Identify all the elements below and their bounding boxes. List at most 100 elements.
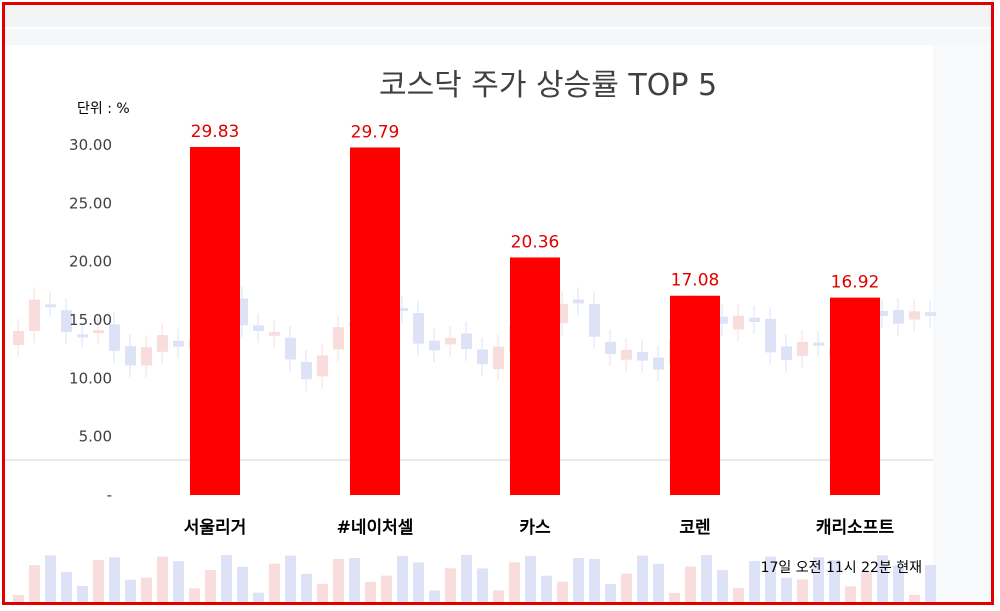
- bg-candle: [269, 332, 280, 336]
- bg-volume-bar: [45, 555, 56, 602]
- bg-volume-bar: [365, 581, 376, 602]
- bg-volume-bar: [509, 562, 520, 602]
- bg-volume-bar: [765, 556, 776, 602]
- category-label: 서울리거: [184, 518, 247, 538]
- category-label: 코렌: [679, 518, 710, 538]
- bar-value-label: 20.36: [511, 232, 560, 252]
- bg-volume-bar: [717, 570, 728, 602]
- bg-candle: [173, 340, 184, 347]
- bg-volume-bar: [893, 565, 904, 602]
- bg-volume-bar: [125, 579, 136, 602]
- bg-volume-bar: [573, 557, 584, 602]
- chart-frame: 코스닥 주가 상승률 TOP 5 단위 : % - 5.00 10.00 15.00 2…: [2, 2, 994, 605]
- bg-candle: [125, 346, 136, 366]
- bg-candle: [301, 361, 312, 380]
- timestamp-note: 17일 오전 11시 22분 현재: [761, 560, 922, 576]
- bar: [350, 147, 400, 495]
- bar: [670, 295, 720, 495]
- bg-volume-bar: [493, 590, 504, 602]
- bg-volume-bar: [877, 555, 888, 602]
- y-tick-label: -: [107, 486, 112, 504]
- y-tick-label: 30.00: [69, 136, 112, 154]
- bg-volume-bar: [701, 555, 712, 602]
- bg-candle: [413, 313, 424, 344]
- bg-candle: [733, 315, 744, 330]
- bg-volume-bar: [621, 573, 632, 602]
- bg-candle: [605, 341, 616, 355]
- bg-volume-bar: [685, 566, 696, 602]
- bg-volume-bar: [413, 562, 424, 602]
- bg-candle: [429, 340, 440, 351]
- bg-candle: [557, 303, 568, 324]
- bar-value-label: 16.92: [831, 273, 880, 293]
- bg-volume-bar: [397, 555, 408, 602]
- bg-volume-bar: [861, 571, 872, 602]
- bar-value-label: 17.08: [671, 271, 720, 291]
- bg-candle: [45, 304, 56, 308]
- bg-candle: [397, 307, 408, 311]
- bg-volume-bar: [653, 563, 664, 602]
- bar: [830, 297, 880, 495]
- bg-status-bar: [5, 29, 991, 45]
- bg-candle: [621, 349, 632, 360]
- bar: [190, 146, 240, 495]
- bg-candle: [637, 351, 648, 361]
- bg-volume-bar: [253, 592, 264, 602]
- bg-volume-bar: [845, 586, 856, 602]
- bg-candle: [813, 342, 824, 346]
- bg-candle: [765, 318, 776, 353]
- bg-volume-bar: [733, 588, 744, 602]
- bg-candle: [493, 346, 504, 370]
- bg-volume-bar: [205, 570, 216, 602]
- bg-candle: [253, 325, 264, 331]
- bg-candle: [653, 357, 664, 370]
- bg-volume-bar: [525, 556, 536, 602]
- bg-volume-bar: [77, 586, 88, 602]
- bg-candle: [29, 299, 40, 331]
- bg-volume-bar: [13, 595, 24, 602]
- bg-candle: [589, 303, 600, 337]
- bg-candle: [717, 316, 728, 324]
- bar-value-label: 29.79: [351, 122, 400, 142]
- chart-title: 코스닥 주가 상승률 TOP 5: [379, 68, 717, 103]
- bg-candle: [77, 334, 88, 338]
- bg-volume-bar: [381, 575, 392, 602]
- bg-volume-bar: [477, 568, 488, 602]
- category-labels: 서울리거 #네이처셀 카스 코렌 캐리소프트: [184, 518, 895, 538]
- bg-candle: [477, 349, 488, 365]
- bg-candle: [877, 310, 888, 316]
- bg-volume-bar: [797, 579, 808, 602]
- unit-label: 단위 : %: [77, 101, 130, 117]
- y-tick-label: 10.00: [69, 369, 112, 387]
- category-label: 카스: [519, 518, 551, 538]
- bg-candle: [317, 355, 328, 377]
- bg-volume-bar: [349, 558, 360, 602]
- bg-volume-bar: [557, 581, 568, 602]
- bg-volume-bar: [749, 561, 760, 602]
- bg-volume-bar: [445, 568, 456, 602]
- bg-volume-bar: [781, 577, 792, 602]
- bg-volume-bar: [29, 565, 40, 602]
- bg-volume-bar: [221, 555, 232, 602]
- bg-volume-bar: [605, 584, 616, 602]
- bg-candle: [285, 337, 296, 360]
- y-tick-label: 20.00: [69, 253, 112, 271]
- bg-candle: [749, 317, 760, 323]
- bg-volume-bar: [925, 565, 936, 602]
- bg-price-axis: [933, 45, 991, 602]
- bg-volume-bar: [93, 559, 104, 602]
- bg-candle: [797, 341, 808, 356]
- y-tick-label: 5.00: [79, 428, 112, 446]
- bg-candle: [445, 337, 456, 345]
- category-label: 캐리소프트: [816, 518, 895, 538]
- value-labels: 29.83 29.79 20.36 17.08 16.92: [191, 122, 880, 293]
- bg-volume-bar: [461, 555, 472, 602]
- bg-volume-bar: [589, 559, 600, 602]
- bar-value-label: 29.83: [191, 122, 240, 142]
- bg-volume-bar: [61, 571, 72, 602]
- bg-candle: [781, 346, 792, 361]
- bg-volume-bar: [301, 573, 312, 602]
- bg-volume-bar: [269, 563, 280, 602]
- bg-volume-bar: [669, 592, 680, 602]
- bg-volume-bar: [237, 566, 248, 602]
